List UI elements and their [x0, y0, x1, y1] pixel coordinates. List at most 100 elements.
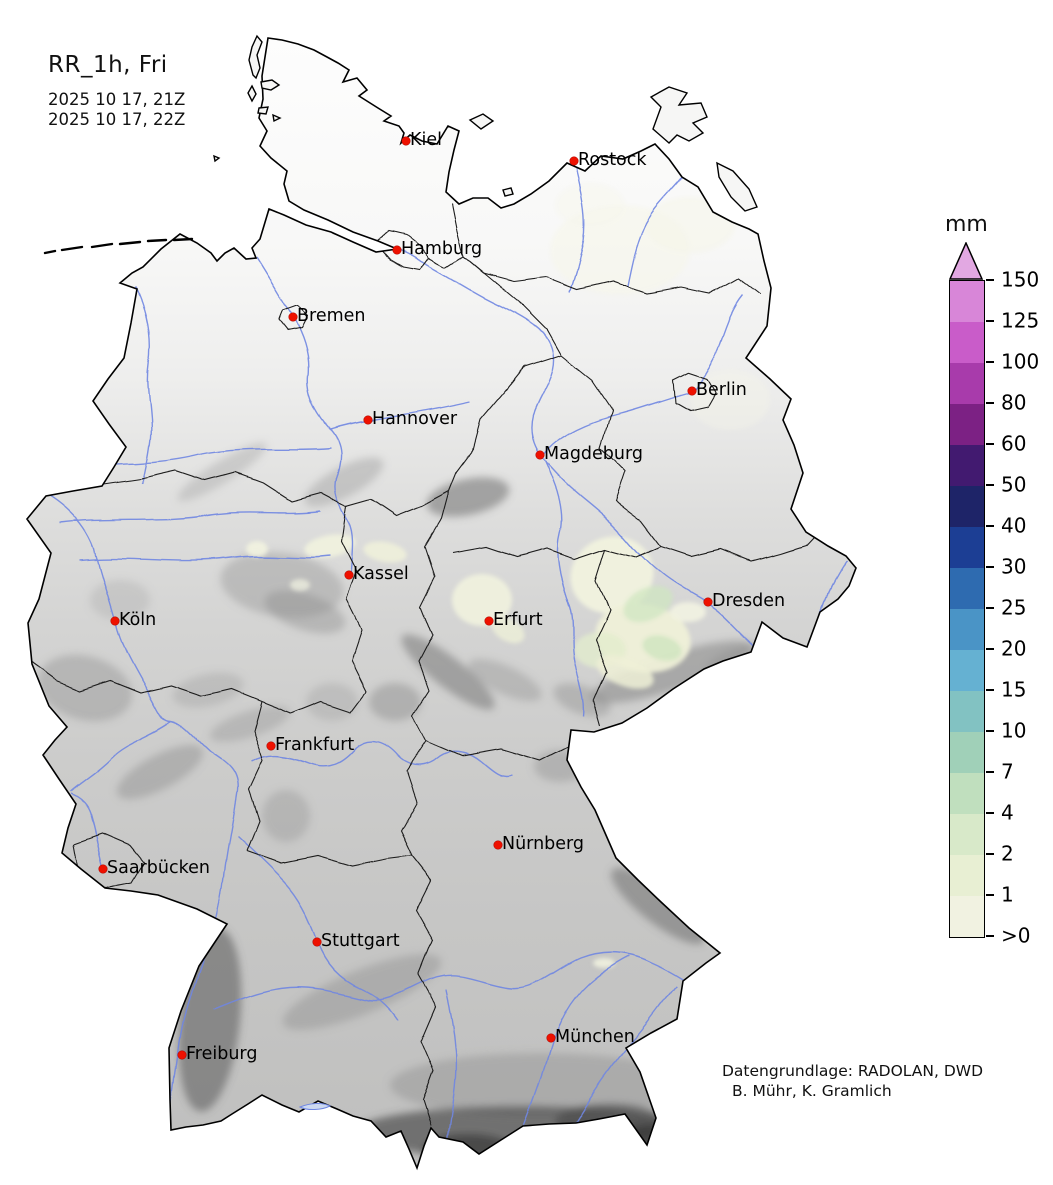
city-dot-icon	[110, 616, 120, 626]
colorbar-tick	[986, 812, 994, 814]
frisian-islands	[43, 237, 194, 255]
colorbar-tick-label: 15	[1001, 677, 1027, 702]
colorbar-tick	[986, 853, 994, 855]
colorbar-segment	[950, 732, 984, 773]
city-dot-icon	[344, 570, 354, 580]
colorbar-segment	[950, 691, 984, 732]
colorbar-tick	[986, 935, 994, 937]
colorbar-tick-label: 4	[1001, 800, 1014, 825]
colorbar-tick	[986, 771, 994, 773]
city-label: Magdeburg	[544, 444, 644, 464]
lake-constance	[298, 1103, 332, 1110]
city-dot-icon	[312, 937, 322, 947]
colorbar-segment	[950, 322, 984, 363]
colorbar-tick-label: 150	[1001, 267, 1040, 292]
colorbar-segment	[950, 363, 984, 404]
colorbar-tick	[986, 361, 994, 363]
colorbar-tick-label: 50	[1001, 472, 1027, 497]
city-dot-icon	[569, 156, 579, 166]
colorbar-tick-label: 1	[1001, 882, 1014, 907]
colorbar-tick-label: 25	[1001, 595, 1027, 620]
city-dot-icon	[493, 840, 503, 850]
colorbar-extend-arrow	[949, 242, 983, 280]
city-dot-icon	[484, 616, 494, 626]
city-dot-icon	[535, 450, 545, 460]
city-dot-icon	[266, 741, 276, 751]
colorbar-scale	[949, 280, 985, 938]
colorbar-segment	[950, 404, 984, 445]
colorbar-segment	[950, 445, 984, 486]
attribution-source: Datengrundlage: RADOLAN, DWD	[722, 1062, 984, 1080]
city-label: Bremen	[297, 306, 366, 326]
islands	[213, 34, 758, 212]
colorbar-segment	[950, 814, 984, 855]
attribution: Datengrundlage: RADOLAN, DWD B. Mühr, K.…	[722, 1061, 983, 1101]
city-label: Rostock	[578, 150, 647, 170]
colorbar-tick-label: 40	[1001, 513, 1027, 538]
city-label: Kiel	[410, 130, 442, 150]
city-dot-icon	[703, 597, 713, 607]
city-label: Erfurt	[493, 610, 543, 630]
city-label: Frankfurt	[275, 735, 355, 755]
colorbar-tick-label: 2	[1001, 841, 1014, 866]
timestamp-block: 2025 10 17, 21Z 2025 10 17, 22Z	[48, 90, 185, 130]
page-title: RR_1h, Fri	[48, 52, 168, 78]
colorbar-tick	[986, 484, 994, 486]
timestamp-end: 2025 10 17, 22Z	[48, 110, 186, 129]
city-label: Köln	[119, 610, 157, 630]
colorbar-segment	[950, 527, 984, 568]
terrain-shading	[37, 442, 784, 1166]
colorbar-tick-label: >0	[1001, 923, 1031, 948]
city-dot-icon	[288, 312, 298, 322]
city-dot-icon	[546, 1033, 556, 1043]
city-dot-icon	[392, 245, 402, 255]
city-label: Dresden	[712, 591, 786, 611]
colorbar-tick	[986, 648, 994, 650]
city-dot-icon	[687, 386, 697, 396]
colorbar-tick-label: 10	[1001, 718, 1027, 743]
colorbar-tick	[986, 402, 994, 404]
timestamp-start: 2025 10 17, 21Z	[48, 90, 186, 109]
colorbar-unit-label: mm	[945, 212, 988, 237]
city-label: Stuttgart	[321, 931, 400, 951]
city-label: Nürnberg	[502, 834, 585, 854]
city-dot-icon	[98, 864, 108, 874]
colorbar-tick-label: 30	[1001, 554, 1027, 579]
colorbar-segment	[950, 486, 984, 527]
colorbar-segment	[950, 855, 984, 896]
colorbar-tick	[986, 279, 994, 281]
city-label: München	[555, 1027, 635, 1047]
city-label: Saarbücken	[107, 858, 210, 878]
city-label: Hamburg	[401, 239, 483, 259]
colorbar-tick	[986, 566, 994, 568]
attribution-authors: B. Mühr, K. Gramlich	[732, 1082, 892, 1100]
colorbar-tick-label: 125	[1001, 308, 1040, 333]
rivers	[34, 162, 847, 1141]
city-label: Kassel	[353, 564, 409, 584]
colorbar-tick-label: 20	[1001, 636, 1027, 661]
city-label: Freiburg	[186, 1044, 258, 1064]
colorbar-tick	[986, 525, 994, 527]
city-label: Berlin	[696, 380, 747, 400]
state-borders	[30, 202, 823, 1127]
colorbar-tick-label: 60	[1001, 431, 1027, 456]
city-dot-icon	[363, 415, 373, 425]
colorbar-tick-label: 80	[1001, 390, 1027, 415]
colorbar-tick	[986, 730, 994, 732]
colorbar-tick	[986, 443, 994, 445]
colorbar-tick	[986, 689, 994, 691]
colorbar-tick	[986, 894, 994, 896]
colorbar-segment	[950, 568, 984, 609]
colorbar-tick-label: 7	[1001, 759, 1014, 784]
colorbar-segment	[950, 773, 984, 814]
colorbar-segment	[950, 650, 984, 691]
city-dot-icon	[401, 136, 411, 146]
colorbar-segment	[950, 609, 984, 650]
colorbar-tick	[986, 607, 994, 609]
colorbar-segment	[950, 896, 984, 937]
colorbar-tick	[986, 320, 994, 322]
city-label: Hannover	[372, 409, 458, 429]
city-dot-icon	[177, 1050, 187, 1060]
